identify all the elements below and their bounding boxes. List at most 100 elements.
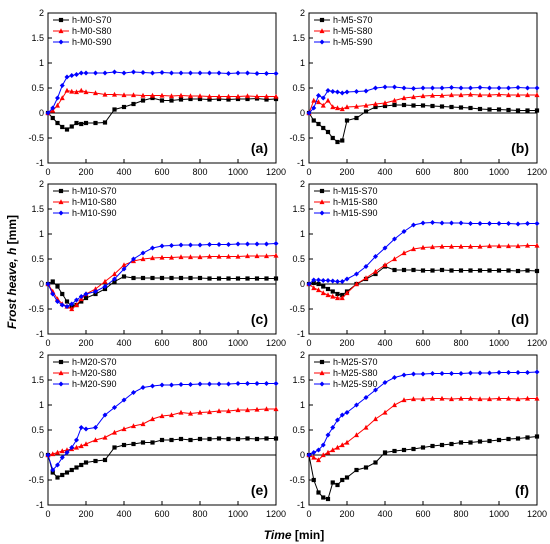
data-point — [131, 390, 136, 395]
data-point — [335, 444, 340, 450]
data-point — [83, 89, 89, 95]
legend-label: h-M25-S90 — [333, 379, 378, 389]
data-point — [112, 107, 117, 112]
x-tick-label: 0 — [306, 509, 311, 519]
y-tick-label: 0.5 — [31, 83, 44, 93]
data-point — [74, 302, 79, 308]
data-point — [325, 88, 331, 93]
data-point — [525, 242, 530, 248]
data-point — [254, 93, 260, 99]
data-point — [401, 95, 407, 101]
data-point — [273, 252, 279, 258]
x-tick-label: 1200 — [266, 509, 286, 519]
y-tick-label: 0 — [39, 450, 44, 460]
data-point — [439, 104, 445, 109]
data-point — [487, 221, 492, 226]
data-point — [273, 96, 279, 102]
data-point — [311, 477, 316, 483]
data-point — [188, 242, 193, 248]
data-point — [506, 436, 511, 442]
data-point — [207, 70, 212, 76]
data-point — [78, 425, 84, 430]
x-tick-label: 200 — [339, 509, 354, 519]
data-point — [496, 437, 502, 443]
data-point — [311, 105, 317, 111]
data-point — [69, 301, 75, 307]
data-point — [112, 276, 117, 282]
x-axis-title-label: Time — [264, 528, 292, 542]
data-point — [325, 496, 331, 502]
data-point — [235, 407, 241, 413]
data-point — [226, 436, 231, 442]
y-tick-label: 2 — [300, 8, 305, 18]
data-point — [55, 95, 60, 101]
x-axis-title: Time [min] — [264, 528, 324, 542]
data-point — [311, 118, 316, 123]
y-tick-label: -1 — [36, 329, 44, 339]
data-point — [188, 254, 193, 260]
data-point — [264, 406, 269, 412]
data-point — [169, 243, 174, 248]
series-S90 — [45, 381, 279, 473]
data-point — [316, 93, 321, 98]
data-point — [420, 85, 426, 91]
data-point — [121, 426, 127, 432]
data-point — [325, 292, 331, 298]
data-point — [363, 465, 369, 470]
data-point — [458, 105, 464, 110]
data-point — [64, 127, 70, 132]
data-point — [93, 425, 98, 430]
data-point — [169, 98, 174, 103]
chart-panel: -1 -0.5 0 0.5 1 1.5 2 0 200 400 600 800 1000 1200 h-M0… — [28, 8, 286, 177]
data-point — [392, 402, 397, 408]
data-point — [131, 101, 136, 107]
legend-label: h-M5-S80 — [333, 26, 373, 36]
legend-marker — [58, 28, 64, 34]
data-point — [235, 93, 241, 99]
data-point — [411, 246, 416, 252]
data-point — [311, 97, 317, 103]
data-point — [83, 120, 89, 126]
data-point — [50, 451, 56, 457]
data-point — [254, 381, 260, 386]
x-tick-label: 1200 — [527, 509, 547, 519]
x-tick-label: 800 — [192, 167, 207, 177]
y-tick-label: 0.5 — [292, 254, 305, 264]
data-point — [363, 88, 369, 94]
data-point — [64, 74, 70, 80]
data-point — [525, 221, 530, 226]
y-tick-label: -0.5 — [289, 304, 305, 314]
data-point — [245, 96, 250, 102]
data-point — [178, 275, 184, 281]
data-point — [121, 274, 127, 279]
y-tick-label: 0.5 — [31, 425, 44, 435]
legend-label: h-M15-S70 — [333, 186, 378, 196]
data-point — [64, 450, 70, 455]
y-tick-label: 2 — [39, 179, 44, 189]
data-point — [449, 268, 454, 273]
data-point — [188, 93, 193, 99]
x-tick-label: 600 — [415, 167, 430, 177]
data-point — [354, 467, 359, 473]
data-point — [449, 441, 454, 447]
y-tick-label: 1 — [39, 400, 44, 410]
data-point — [216, 381, 222, 387]
data-point — [83, 295, 89, 301]
series-S70 — [45, 95, 279, 132]
x-tick-label: 800 — [192, 338, 207, 348]
data-point — [506, 107, 511, 113]
data-point — [159, 382, 165, 388]
data-point — [321, 495, 326, 500]
data-point — [306, 452, 312, 458]
data-point — [363, 264, 369, 269]
data-point — [159, 437, 165, 443]
y-tick-label: 1 — [300, 58, 305, 68]
data-point — [59, 455, 65, 460]
data-point — [140, 385, 146, 390]
data-point — [339, 90, 345, 96]
data-point — [140, 275, 146, 281]
data-point — [273, 93, 279, 99]
data-point — [344, 118, 350, 123]
y-tick-label: 1 — [300, 229, 305, 239]
